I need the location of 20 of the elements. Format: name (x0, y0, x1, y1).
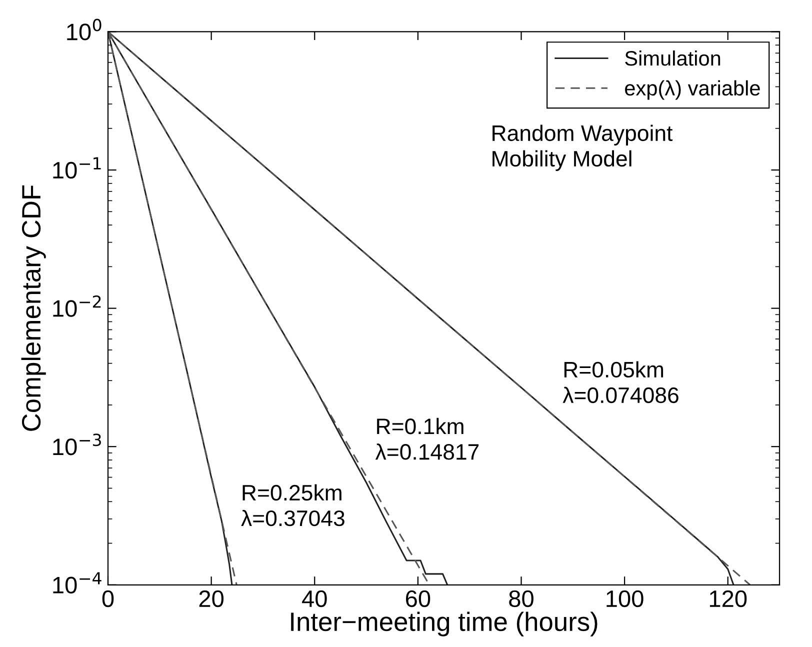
annotation: R=0.25km λ=0.37043 (241, 484, 344, 526)
y-tick-label: 10$^{−1}$ (53, 157, 101, 179)
x-tick-label: 0 (102, 590, 114, 608)
y-tick-label: 10$^{−2}$ (53, 295, 101, 317)
x-tick-label: 120 (710, 590, 747, 608)
annotation: Random Waypoint Mobility Model (492, 124, 673, 172)
y-tick-label: 10$^{−4}$ (53, 572, 102, 594)
y-axis-title: Complementary CDF (21, 185, 46, 431)
x-tick-label: 20 (199, 590, 224, 608)
y-tick-label: 10$^{−3}$ (53, 434, 101, 456)
x-tick-label: 40 (302, 590, 327, 608)
x-tick-label: 100 (606, 590, 644, 608)
legend-label: Simulation (625, 50, 720, 66)
x-axis-title: Inter−meeting time (hours) (291, 612, 598, 636)
legend-label: exp(λ) variable (625, 80, 760, 100)
annotation: R=0.1km λ=0.14817 (375, 418, 479, 460)
annotation: R=0.05km λ=0.074086 (562, 361, 678, 404)
y-tick-label: 10$^{0}$ (67, 18, 102, 40)
x-tick-label: 60 (406, 590, 430, 608)
x-tick-label: 80 (509, 590, 534, 608)
